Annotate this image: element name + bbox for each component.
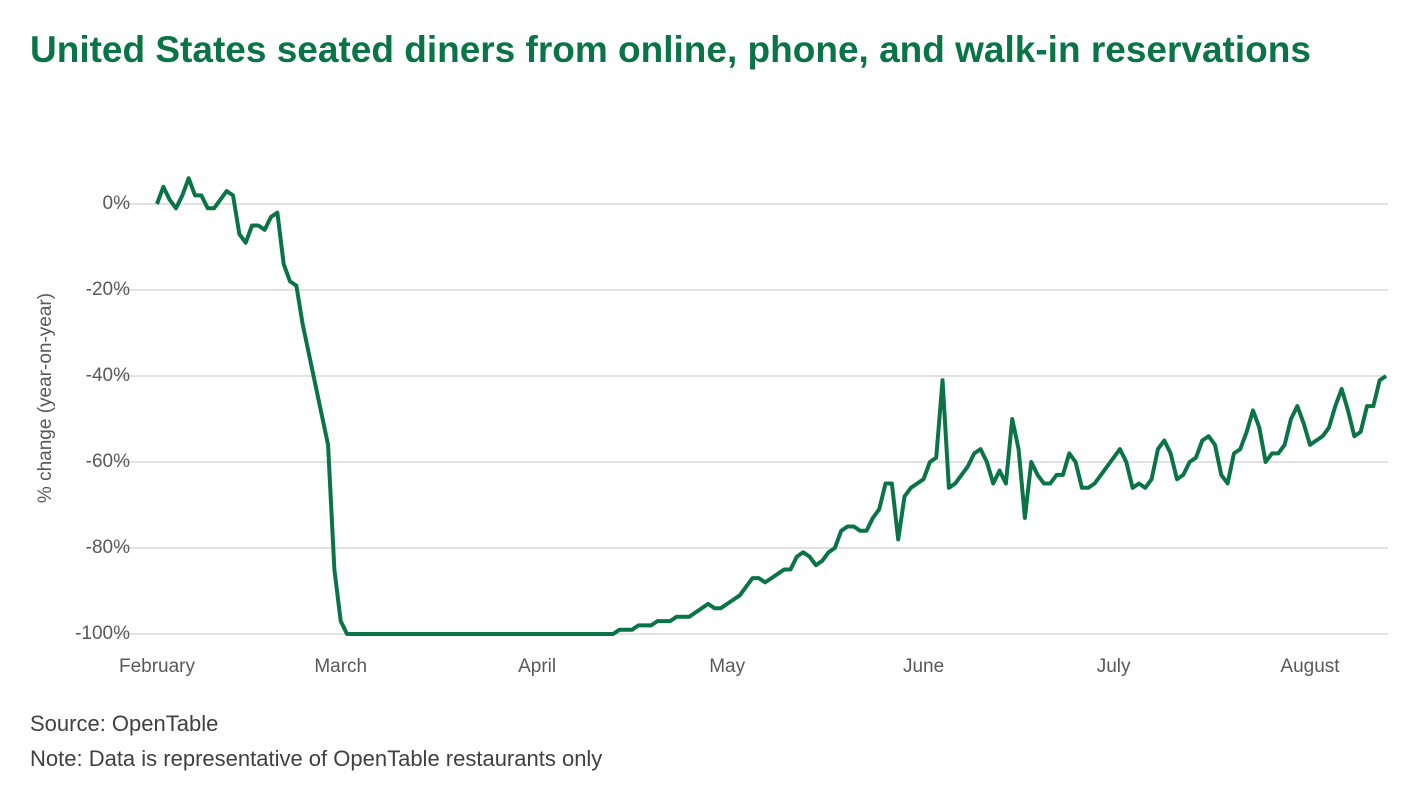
data-line (155, 176, 1388, 636)
x-tick-label: May (709, 656, 745, 677)
x-tick-label: August (1280, 656, 1340, 677)
y-axis-label: % change (year-on-year) (35, 293, 56, 503)
y-tick-label: -80% (86, 537, 130, 558)
source: Source: OpenTable (30, 711, 218, 736)
x-tick-label: June (903, 656, 944, 677)
note: Note: Data is representative of OpenTabl… (30, 746, 602, 771)
y-tick-label: -20% (86, 279, 130, 300)
x-tick-label: April (518, 656, 556, 677)
x-tick-label: March (314, 656, 367, 677)
y-tick-label: -100% (75, 623, 130, 644)
y-tick-label: 0% (103, 193, 131, 214)
x-tick-label: July (1097, 656, 1131, 677)
y-tick-label: -40% (86, 365, 130, 386)
chart-title: United States seated diners from online,… (30, 29, 1311, 70)
x-tick-label: February (119, 656, 196, 677)
y-tick-label: -60% (86, 451, 130, 472)
